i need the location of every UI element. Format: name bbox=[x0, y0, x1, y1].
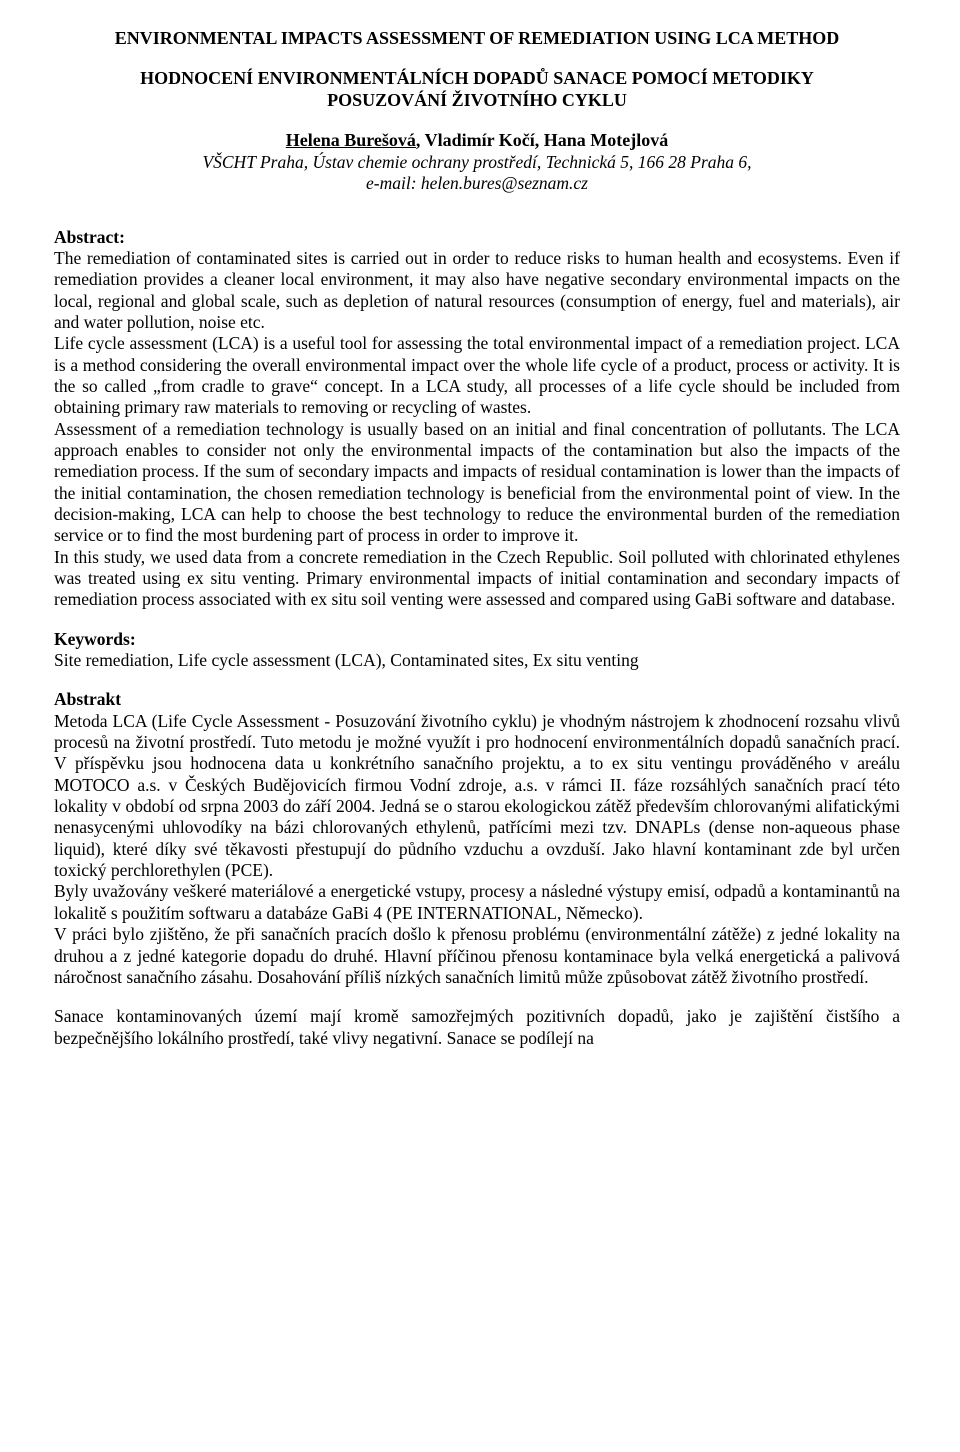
subtitle-line-1: HODNOCENÍ ENVIRONMENTÁLNÍCH DOPADŮ SANAC… bbox=[140, 68, 814, 88]
affiliation: VŠCHT Praha, Ústav chemie ochrany prostř… bbox=[54, 152, 900, 195]
spacer bbox=[54, 611, 900, 629]
abstrakt-heading: Abstrakt bbox=[54, 689, 900, 710]
authors-line: Helena Burešová, Vladimír Kočí, Hana Mot… bbox=[54, 130, 900, 152]
abstrakt-body: Metoda LCA (Life Cycle Assessment - Posu… bbox=[54, 711, 900, 988]
spacer bbox=[54, 671, 900, 689]
paper-title-en: ENVIRONMENTAL IMPACTS ASSESSMENT OF REME… bbox=[54, 28, 900, 50]
keywords-body: Site remediation, Life cycle assessment … bbox=[54, 650, 900, 671]
abstract-body: The remediation of contaminated sites is… bbox=[54, 248, 900, 611]
subtitle-line-2: POSUZOVÁNÍ ŽIVOTNÍHO CYKLU bbox=[327, 90, 627, 110]
author-main: Helena Burešová bbox=[286, 130, 416, 150]
abstract-heading: Abstract: bbox=[54, 227, 900, 248]
authors-rest: , Vladimír Kočí, Hana Motejlová bbox=[416, 130, 668, 150]
affiliation-line-2: e-mail: helen.bures@seznam.cz bbox=[366, 173, 588, 193]
final-paragraph: Sanace kontaminovaných území mají kromě … bbox=[54, 1006, 900, 1049]
spacer bbox=[54, 988, 900, 1006]
document-page: ENVIRONMENTAL IMPACTS ASSESSMENT OF REME… bbox=[0, 0, 960, 1452]
keywords-heading: Keywords: bbox=[54, 629, 900, 650]
paper-subtitle-cz: HODNOCENÍ ENVIRONMENTÁLNÍCH DOPADŮ SANAC… bbox=[54, 68, 900, 112]
affiliation-line-1: VŠCHT Praha, Ústav chemie ochrany prostř… bbox=[202, 152, 751, 172]
